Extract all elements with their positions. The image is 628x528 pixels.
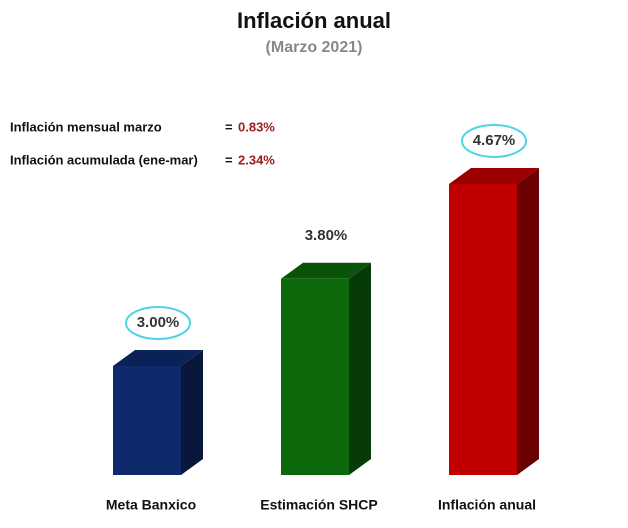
bar bbox=[449, 183, 517, 475]
annotation-label: Inflación mensual marzo bbox=[10, 119, 162, 134]
annotation-value: 2.34% bbox=[238, 152, 275, 167]
x-tick-label: Meta Banxico bbox=[106, 497, 196, 513]
x-tick-label: Estimación SHCP bbox=[260, 497, 377, 513]
value-label: 3.00% bbox=[137, 314, 180, 331]
annotation-equals: = bbox=[225, 152, 233, 167]
bar-side bbox=[349, 262, 371, 475]
annotation-value: 0.83% bbox=[238, 119, 275, 134]
annotation-label: Inflación acumulada (ene-mar) bbox=[10, 152, 198, 167]
value-label: 4.67% bbox=[473, 132, 516, 149]
annotation-equals: = bbox=[225, 119, 233, 134]
label-highlight bbox=[461, 123, 527, 158]
bar-top bbox=[449, 167, 539, 184]
label-highlight bbox=[125, 306, 191, 340]
chart-title: Inflación anual bbox=[237, 8, 391, 33]
bar-side bbox=[181, 350, 203, 475]
bar-top bbox=[113, 350, 203, 366]
x-tick-label: Inflación anual bbox=[438, 497, 536, 513]
chart-subtitle: (Marzo 2021) bbox=[266, 39, 363, 56]
bar-side bbox=[517, 167, 539, 475]
bar bbox=[113, 366, 181, 475]
bar-top bbox=[281, 262, 371, 279]
value-label: 3.80% bbox=[305, 227, 348, 244]
bar bbox=[281, 278, 349, 475]
